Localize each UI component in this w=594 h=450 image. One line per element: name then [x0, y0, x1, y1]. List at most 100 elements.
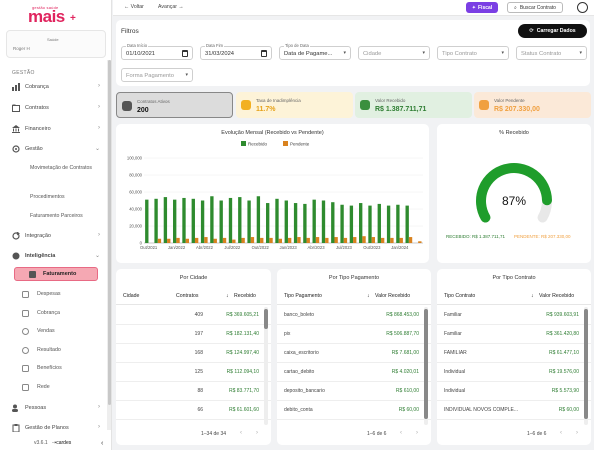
next-page-icon[interactable]: › [576, 430, 578, 436]
calendar-icon[interactable] [261, 50, 267, 57]
next-page-icon[interactable]: › [256, 430, 258, 436]
sidebar-subitem-cobranca[interactable]: Cobrança [22, 307, 102, 319]
table-scrollbar[interactable] [584, 307, 588, 425]
people-icon [122, 101, 132, 111]
column-header[interactable]: Contratos [176, 293, 199, 299]
column-header[interactable]: Valor Recebido [539, 293, 575, 299]
bar-recebido-Ago-2022 [238, 197, 242, 243]
table-row[interactable]: Familiar R$ 361.420,80 [437, 325, 591, 344]
legend-swatch [283, 141, 288, 146]
calendar-icon[interactable] [182, 50, 188, 57]
sort-arrow-icon[interactable]: ↓ [367, 293, 370, 299]
table-row[interactable]: caixa_escritorio R$ 7.681,00 [277, 344, 431, 363]
sidebar-item-integracao[interactable]: Integração › [12, 229, 102, 243]
avatar[interactable] [577, 2, 588, 13]
prev-page-icon[interactable]: ‹ [240, 430, 242, 436]
column-header[interactable]: Recebido [234, 293, 256, 299]
table-scrollbar[interactable] [264, 307, 268, 425]
column-header[interactable]: Cidade [123, 293, 140, 299]
sidebar-subitem-vendas[interactable]: Vendas [22, 325, 102, 337]
cidade-select[interactable]: Cidade ▾ [358, 46, 430, 60]
scroll-thumb[interactable] [584, 309, 588, 419]
sidebar-scroll-thumb[interactable] [107, 60, 111, 405]
column-header[interactable]: Valor Recebido [375, 293, 411, 299]
table-row[interactable]: 125 R$ 112.094,10 [116, 363, 271, 382]
tipo-contrato-select[interactable]: Tipo Contrato ▾ [437, 46, 509, 60]
table-row[interactable]: Individual R$ 19.576,00 [437, 363, 591, 382]
x-tick-label: Abr/2022 [196, 245, 214, 250]
prev-page-icon[interactable]: ‹ [560, 430, 562, 436]
y-tick-label: 0 [140, 241, 143, 246]
table-cell: R$ 506.887,70 [386, 331, 419, 337]
back-button[interactable]: ← Voltar [124, 4, 144, 10]
chart-title: Evolução Mensal (Recebido vs Pendente) [221, 130, 324, 136]
sort-arrow-icon[interactable]: ↓ [531, 293, 534, 299]
tipo-data-select[interactable]: Tipo de Data Data de Pagame... ▾ [279, 43, 351, 60]
logo[interactable]: gestão saúde mais + [28, 5, 88, 27]
sidebar-item-financeiro[interactable]: Financeiro › [12, 122, 102, 136]
sidebar-subitem-beneficios[interactable]: Benefícios [22, 362, 102, 374]
table-row[interactable]: pix R$ 506.887,70 [277, 325, 431, 344]
sidebar-item-label: Integração [25, 233, 51, 239]
sidebar-item-contratos[interactable]: Contratos › [12, 101, 102, 115]
next-page-icon[interactable]: › [416, 430, 418, 436]
sidebar-item-gestao[interactable]: Gestão ⌄ [12, 142, 102, 156]
sidebar-subitem-procedimentos[interactable]: Procedimentos [30, 194, 65, 200]
search-contract-button[interactable]: ⌕ Buscar Contrato [507, 2, 563, 13]
y-tick-label: 100,000 [127, 156, 143, 161]
status-contrato-select[interactable]: Status Contrato ▾ [516, 46, 587, 60]
table-row[interactable]: Familiar R$ 939.603,91 [437, 306, 591, 325]
table-por-tipo-contrato: Por Tipo Contrato Tipo Contrato ↓ Valor … [437, 269, 591, 445]
sidebar-scrollbar[interactable] [107, 60, 111, 430]
sidebar-subitem-label: Benefícios [37, 365, 62, 371]
x-tick-label: Jul/2023 [336, 245, 353, 250]
collapse-sidebar-icon[interactable]: ‹ [101, 440, 104, 447]
chevron-down-icon: ▾ [501, 50, 504, 56]
data-fim-field[interactable]: Data Fim 31/03/2024 [200, 43, 272, 60]
sidebar-subitem-faturamento-parceiros[interactable]: Faturamento Parceiros [30, 213, 83, 219]
sidebar-item-gestao-planos[interactable]: Gestão de Planos › [12, 421, 102, 435]
table-row[interactable]: 88 R$ 83.771,70 [116, 382, 271, 401]
table-cell: Familiar [444, 331, 462, 337]
table-por-cidade: Por Cidade Cidade Contratos ↓ Recebido 4… [116, 269, 271, 445]
sidebar-subitem-faturamento[interactable]: Faturamento [14, 267, 98, 281]
bar-pendente-Mar-2022 [194, 237, 199, 243]
scroll-thumb[interactable] [264, 309, 268, 329]
forma-pagamento-select[interactable]: Forma Pagamento ▾ [121, 68, 193, 82]
table-scrollbar[interactable] [424, 307, 428, 425]
table-row[interactable]: FAMILIAR R$ 61.477,10 [437, 344, 591, 363]
sort-arrow-icon[interactable]: ↓ [226, 293, 229, 299]
load-data-button[interactable]: ⟳ Carregar Dados [518, 24, 587, 38]
forward-button[interactable]: Avançar → [158, 4, 184, 10]
table-row[interactable]: 197 R$ 182.131,40 [116, 325, 271, 344]
column-header[interactable]: Tipo Contrato [444, 293, 476, 299]
column-header[interactable]: Tipo Pagamento [284, 293, 322, 299]
sidebar-subitem-despesas[interactable]: Despesas [22, 288, 102, 300]
table-row[interactable]: Individual R$ 5.573,90 [437, 382, 591, 401]
sidebar-item-pessoas[interactable]: Pessoas › [12, 401, 102, 415]
table-row[interactable]: INDIVIDUAL NOVOS COMPLE... R$ 60,00 [437, 401, 591, 420]
sidebar-item-cobranca[interactable]: Cobrança › [12, 80, 102, 94]
sidebar-subitem-rede[interactable]: Rede [22, 381, 102, 393]
table-row[interactable]: 66 R$ 61.601,60 [116, 401, 271, 420]
sidebar-subitem-movimentacao[interactable]: Movimetação de Contratos [30, 165, 92, 171]
table-row[interactable]: deposito_bancario R$ 610,00 [277, 382, 431, 401]
scroll-thumb[interactable] [424, 309, 428, 419]
table-row[interactable]: 409 R$ 369.605,21 [116, 306, 271, 325]
sidebar-item-inteligencia[interactable]: Inteligência ⌄ [12, 249, 102, 263]
fiscal-button[interactable]: ✦ Fiscal [466, 2, 498, 13]
bar-pendente-Dez-2023 [390, 237, 394, 243]
bar-recebido-Nov-2023 [377, 203, 381, 243]
table-row[interactable]: debito_conta R$ 60,00 [277, 401, 431, 420]
table-row[interactable]: cartao_debito R$ 4.020,01 [277, 363, 431, 382]
table-cell: R$ 4.020,01 [391, 369, 419, 375]
table-cell: deposito_bancario [284, 388, 325, 394]
sidebar-subitem-resultado[interactable]: Resultado [22, 344, 102, 356]
table-row[interactable]: banco_boleto R$ 868.453,00 [277, 306, 431, 325]
prev-page-icon[interactable]: ‹ [400, 430, 402, 436]
user-card[interactable]: Saúde Roger H [6, 30, 106, 58]
data-inicio-field[interactable]: Data Início 01/10/2021 [121, 43, 193, 60]
table-row[interactable]: 168 R$ 124.997,40 [116, 344, 271, 363]
load-data-label: Carregar Dados [536, 28, 576, 34]
evolucao-mensal-panel: Evolução Mensal (Recebido vs Pendente) R… [116, 124, 429, 263]
